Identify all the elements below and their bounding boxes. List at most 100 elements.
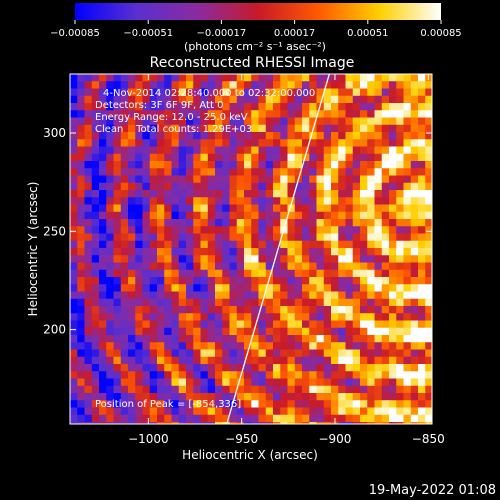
image-pixel: [403, 153, 412, 162]
image-pixel: [113, 306, 122, 314]
image-pixel: [135, 327, 143, 336]
image-pixel: [258, 168, 267, 176]
image-pixel: [352, 306, 361, 314]
image-pixel: [106, 342, 114, 350]
image-pixel: [120, 226, 129, 234]
image-pixel: [236, 364, 245, 372]
image-pixel: [331, 124, 339, 133]
image-pixel: [207, 175, 216, 184]
image-pixel: [207, 226, 216, 234]
image-pixel: [287, 117, 296, 126]
image-pixel: [367, 95, 375, 104]
image-pixel: [84, 284, 93, 292]
image-pixel: [244, 298, 252, 307]
image-pixel: [84, 255, 93, 263]
image-pixel: [309, 342, 317, 350]
image-pixel: [403, 204, 412, 213]
image-pixel: [84, 327, 93, 336]
image-pixel: [99, 233, 107, 242]
image-pixel: [164, 117, 172, 126]
image-pixel: [309, 269, 317, 278]
image-pixel: [106, 204, 114, 213]
image-pixel: [77, 74, 85, 82]
image-pixel: [345, 139, 354, 147]
image-pixel: [309, 233, 317, 242]
image-pixel: [157, 356, 165, 365]
image-pixel: [142, 197, 151, 205]
image-pixel: [164, 262, 172, 271]
image-pixel: [207, 110, 216, 118]
image-pixel: [345, 400, 354, 408]
image-pixel: [135, 342, 143, 350]
image-pixel: [302, 291, 310, 300]
image-pixel: [113, 320, 122, 329]
image-pixel: [222, 110, 230, 118]
image-pixel: [287, 182, 296, 191]
image-pixel: [352, 393, 361, 401]
image-pixel: [135, 175, 143, 184]
image-pixel: [338, 335, 346, 343]
image-pixel: [396, 364, 404, 372]
image-pixel: [157, 110, 165, 118]
image-pixel: [70, 262, 78, 271]
image-pixel: [142, 327, 151, 336]
image-pixel: [229, 349, 238, 358]
image-pixel: [113, 74, 122, 82]
image-pixel: [352, 110, 361, 118]
image-pixel: [207, 219, 216, 227]
image-pixel: [360, 240, 368, 249]
image-pixel: [323, 161, 332, 169]
image-pixel: [207, 161, 216, 169]
image-pixel: [200, 414, 209, 423]
image-pixel: [251, 414, 259, 423]
image-pixel: [323, 306, 332, 314]
image-pixel: [367, 226, 375, 234]
image-pixel: [186, 400, 194, 408]
image-pixel: [77, 262, 85, 271]
image-pixel: [352, 161, 361, 169]
image-pixel: [302, 407, 310, 416]
image-pixel: [200, 226, 209, 234]
image-pixel: [215, 204, 223, 213]
image-pixel: [91, 306, 100, 314]
image-pixel: [410, 124, 419, 133]
image-pixel: [410, 342, 419, 350]
image-pixel: [99, 335, 107, 343]
image-pixel: [309, 168, 317, 176]
image-pixel: [258, 349, 267, 358]
image-pixel: [251, 364, 259, 372]
image-pixel: [360, 153, 368, 162]
image-pixel: [77, 219, 85, 227]
image-pixel: [200, 197, 209, 205]
image-pixel: [128, 378, 136, 387]
image-pixel: [309, 306, 317, 314]
image-pixel: [294, 356, 303, 365]
image-pixel: [70, 226, 78, 234]
image-pixel: [374, 74, 383, 82]
image-pixel: [396, 132, 404, 140]
image-pixel: [193, 385, 201, 394]
image-pixel: [236, 146, 245, 155]
image-pixel: [323, 95, 332, 104]
image-pixel: [338, 233, 346, 242]
image-pixel: [338, 277, 346, 285]
image-pixel: [142, 414, 151, 423]
image-pixel: [294, 190, 303, 198]
image-pixel: [309, 182, 317, 191]
image-pixel: [149, 248, 158, 256]
image-pixel: [70, 364, 78, 372]
image-pixel: [164, 190, 172, 198]
image-pixel: [171, 327, 180, 336]
image-pixel: [229, 364, 238, 372]
image-pixel: [142, 298, 151, 307]
image-pixel: [338, 262, 346, 271]
image-pixel: [186, 320, 194, 329]
image-pixel: [193, 313, 201, 321]
image-pixel: [215, 400, 223, 408]
image-pixel: [178, 233, 187, 242]
image-pixel: [316, 124, 325, 133]
image-pixel: [403, 327, 412, 336]
image-pixel: [338, 74, 346, 82]
image-pixel: [84, 226, 93, 234]
image-pixel: [149, 81, 158, 89]
